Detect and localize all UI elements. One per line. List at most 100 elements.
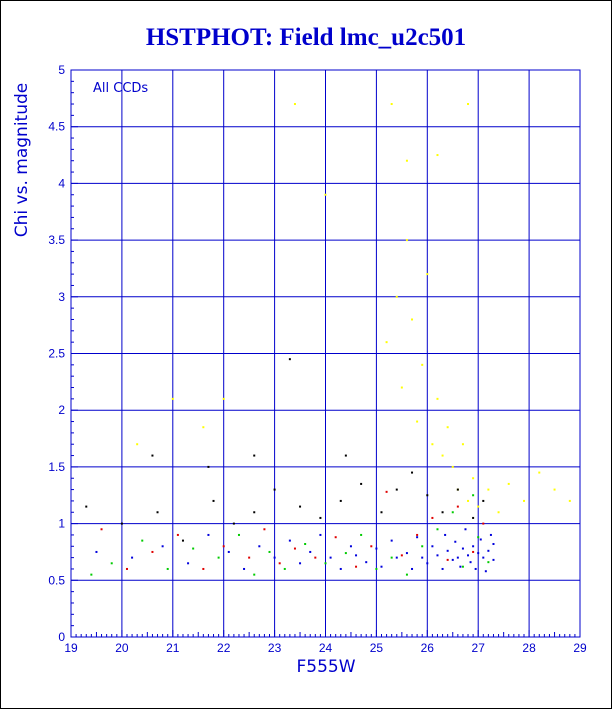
data-point-black xyxy=(411,471,414,474)
data-point-blue xyxy=(395,556,398,559)
data-point-green xyxy=(421,545,424,548)
data-point-blue xyxy=(489,533,492,536)
data-point-green xyxy=(192,547,195,550)
data-point-black xyxy=(339,499,342,502)
data-point-blue xyxy=(380,565,383,568)
data-point-red xyxy=(416,533,419,536)
data-point-green xyxy=(110,562,113,565)
data-point-black xyxy=(273,488,276,491)
data-point-blue xyxy=(487,549,490,552)
data-point-blue xyxy=(492,543,495,546)
data-point-black xyxy=(151,454,154,457)
x-tick-label: 28 xyxy=(522,641,536,655)
y-tick-label: 2 xyxy=(58,403,65,417)
data-point-yellow xyxy=(136,443,139,446)
data-point-black xyxy=(85,505,88,508)
data-point-green xyxy=(166,567,169,570)
data-point-blue xyxy=(479,538,482,541)
data-point-yellow xyxy=(461,443,464,446)
data-point-blue xyxy=(355,554,358,557)
data-point-blue xyxy=(436,554,439,557)
data-point-blue xyxy=(461,547,464,550)
data-point-black xyxy=(472,516,475,519)
data-point-yellow xyxy=(446,426,449,429)
data-point-yellow xyxy=(171,397,174,400)
data-point-blue xyxy=(227,550,230,553)
data-point-black xyxy=(212,499,215,502)
data-point-yellow xyxy=(477,505,480,508)
data-point-black xyxy=(456,488,459,491)
data-point-blue xyxy=(161,545,164,548)
data-point-green xyxy=(390,556,393,559)
y-tick-label: 3 xyxy=(58,290,65,304)
data-point-black xyxy=(181,539,184,542)
data-point-red xyxy=(400,554,403,557)
data-point-yellow xyxy=(487,488,490,491)
x-axis-ticks: 19 20 21 22 23 24 25 26 27 28 29 xyxy=(64,630,587,655)
data-point-blue xyxy=(492,558,495,561)
data-point-blue xyxy=(273,556,276,559)
x-tick-label: 26 xyxy=(421,641,435,655)
data-point-black xyxy=(156,511,159,514)
y-tick-label: 4.5 xyxy=(48,120,65,134)
data-point-yellow xyxy=(385,341,388,344)
data-point-black xyxy=(319,516,322,519)
x-tick-label: 20 xyxy=(115,641,129,655)
x-tick-label: 21 xyxy=(166,641,180,655)
data-point-blue xyxy=(416,536,419,539)
data-point-red xyxy=(446,558,449,561)
data-point-blue xyxy=(187,562,190,565)
data-point-blue xyxy=(375,547,378,550)
data-point-black xyxy=(360,482,363,485)
data-point-yellow xyxy=(411,318,414,321)
data-point-blue xyxy=(421,556,424,559)
data-point-green xyxy=(477,536,480,539)
x-tick-label: 23 xyxy=(268,641,282,655)
data-point-blue xyxy=(467,554,470,557)
data-point-blue xyxy=(411,567,414,570)
data-point-blue xyxy=(207,533,210,536)
data-point-blue xyxy=(431,545,434,548)
data-point-green xyxy=(324,562,327,565)
data-point-green xyxy=(344,552,347,555)
data-point-blue xyxy=(456,556,459,559)
data-point-red xyxy=(355,565,358,568)
data-point-red xyxy=(125,567,128,570)
data-point-blue xyxy=(444,533,447,536)
data-point-red xyxy=(456,505,459,508)
data-point-blue xyxy=(484,570,487,573)
data-point-yellow xyxy=(467,499,470,502)
data-point-red xyxy=(202,567,205,570)
data-point-red xyxy=(248,556,251,559)
data-point-green xyxy=(253,573,256,576)
data-point-black xyxy=(207,465,210,468)
data-point-green xyxy=(487,561,490,564)
data-point-red xyxy=(314,556,317,559)
data-point-red xyxy=(263,528,266,531)
data-point-yellow xyxy=(390,103,393,106)
data-point-red xyxy=(482,522,485,525)
data-point-red xyxy=(293,547,296,550)
data-point-blue xyxy=(349,545,352,548)
data-point-red xyxy=(431,516,434,519)
data-point-yellow xyxy=(395,295,398,298)
chart-title: HSTPHOT: Field lmc_u2c501 xyxy=(145,24,467,51)
y-tick-label: 0 xyxy=(58,630,65,644)
y-tick-label: 4 xyxy=(58,176,65,190)
data-point-green xyxy=(304,543,307,546)
data-point-blue xyxy=(339,567,342,570)
data-point-blue xyxy=(258,545,261,548)
data-point-black xyxy=(288,358,291,361)
y-tick-label: 0.5 xyxy=(48,573,65,587)
data-point-yellow xyxy=(426,273,429,276)
data-point-black xyxy=(441,511,444,514)
ccd-annotation: All CCDs xyxy=(93,81,148,96)
data-point-black xyxy=(253,511,256,514)
data-point-black xyxy=(380,511,383,514)
data-point-blue xyxy=(451,558,454,561)
data-point-green xyxy=(237,533,240,536)
data-point-blue xyxy=(365,561,368,564)
data-point-green xyxy=(451,511,454,514)
data-point-yellow xyxy=(472,477,475,480)
